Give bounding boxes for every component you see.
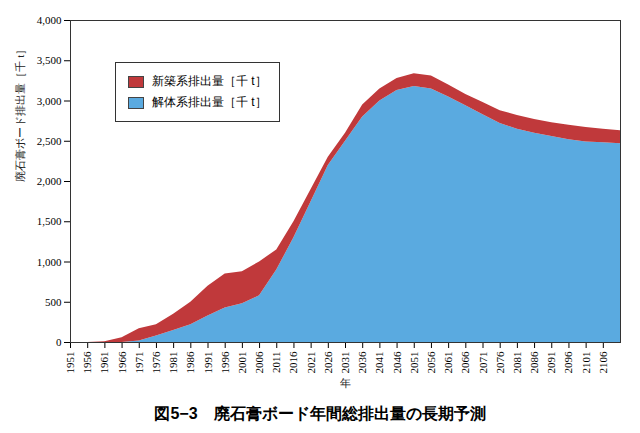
svg-text:2101: 2101 bbox=[580, 352, 592, 374]
svg-text:2,500: 2,500 bbox=[37, 135, 62, 147]
svg-text:2051: 2051 bbox=[408, 352, 420, 374]
svg-text:3,500: 3,500 bbox=[37, 54, 62, 66]
svg-text:2,000: 2,000 bbox=[37, 175, 62, 187]
svg-text:2071: 2071 bbox=[477, 352, 489, 374]
svg-text:1996: 1996 bbox=[219, 351, 231, 374]
svg-text:1956: 1956 bbox=[81, 351, 93, 374]
svg-text:2011: 2011 bbox=[270, 352, 282, 374]
svg-text:廃石膏ボード排出量［千 t］: 廃石膏ボード排出量［千 t］ bbox=[14, 44, 26, 182]
svg-text:2081: 2081 bbox=[511, 352, 523, 374]
svg-text:1,500: 1,500 bbox=[37, 215, 62, 227]
svg-text:2076: 2076 bbox=[494, 351, 506, 374]
svg-text:1,000: 1,000 bbox=[37, 256, 62, 268]
svg-text:3,000: 3,000 bbox=[37, 95, 62, 107]
svg-text:2036: 2036 bbox=[356, 351, 368, 374]
svg-text:年: 年 bbox=[340, 377, 351, 389]
svg-text:2106: 2106 bbox=[597, 351, 609, 374]
html-text:新築系排出量［千 t］: 新築系排出量［千 t］ bbox=[152, 74, 267, 88]
svg-text:500: 500 bbox=[45, 296, 62, 308]
svg-text:2066: 2066 bbox=[459, 351, 471, 374]
svg-text:1986: 1986 bbox=[184, 351, 196, 374]
svg-text:2056: 2056 bbox=[425, 351, 437, 374]
svg-text:1991: 1991 bbox=[202, 352, 214, 374]
svg-text:1976: 1976 bbox=[150, 351, 162, 374]
svg-text:2046: 2046 bbox=[391, 351, 403, 374]
svg-text:2026: 2026 bbox=[322, 351, 334, 374]
svg-text:4,000: 4,000 bbox=[37, 14, 62, 26]
svg-text:1981: 1981 bbox=[167, 352, 179, 374]
svg-text:2001: 2001 bbox=[236, 352, 248, 374]
svg-text:2016: 2016 bbox=[287, 351, 299, 374]
svg-text:2061: 2061 bbox=[442, 352, 454, 374]
svg-text:1971: 1971 bbox=[133, 352, 145, 374]
svg-text:2041: 2041 bbox=[373, 352, 385, 374]
svg-text:1966: 1966 bbox=[116, 351, 128, 374]
svg-text:2096: 2096 bbox=[562, 351, 574, 374]
svg-text:1951: 1951 bbox=[64, 352, 76, 374]
svg-text:2086: 2086 bbox=[528, 351, 540, 374]
svg-text:2021: 2021 bbox=[305, 352, 317, 374]
svg-text:2091: 2091 bbox=[545, 352, 557, 374]
svg-text:2006: 2006 bbox=[253, 351, 265, 374]
html-text:図5−3 廃石膏ボード年間総排出量の長期予測: 図5−3 廃石膏ボード年間総排出量の長期予測 bbox=[154, 405, 486, 422]
svg-text:0: 0 bbox=[56, 336, 62, 348]
html-text:解体系排出量［千 t］: 解体系排出量［千 t］ bbox=[152, 95, 267, 109]
svg-text:1961: 1961 bbox=[98, 352, 110, 374]
svg-text:2031: 2031 bbox=[339, 352, 351, 374]
